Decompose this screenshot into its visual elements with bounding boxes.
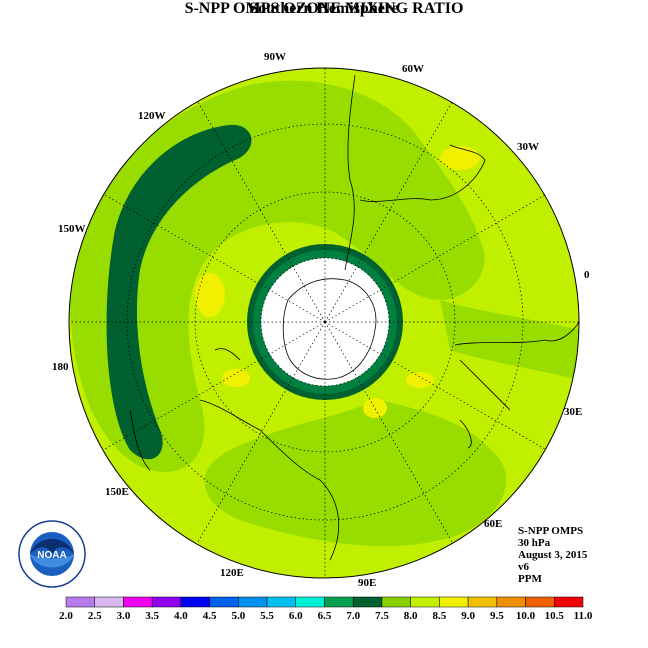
lon-label-30w: 30W — [517, 141, 539, 153]
lon-label-120w: 120W — [138, 110, 166, 122]
colorbar-tick-label: 9.0 — [461, 610, 475, 622]
colorbar-swatch — [496, 596, 526, 608]
ozone-band-7-5 — [440, 300, 579, 380]
colorbar: 2.0 2.5 3.0 3.5 4.0 4.5 5.0 5.5 6.0 6.5 7.0 7.5 8.0 8… — [59, 596, 593, 622]
ozone-patch-8-0 — [222, 369, 250, 387]
colorbar-swatch — [439, 596, 469, 608]
colorbar-swatch — [525, 596, 555, 608]
colorbar-swatch — [238, 596, 268, 608]
units-label: PPM — [518, 573, 542, 585]
colorbar-tick-label: 3.5 — [145, 610, 159, 622]
colorbar-swatch — [295, 596, 325, 608]
instrument-label: S-NPP OMPS — [518, 525, 584, 537]
colorbar-tick-label: 3.0 — [117, 610, 131, 622]
map-border — [68, 67, 580, 579]
pressure-level-label: 30 hPa — [518, 537, 551, 549]
colorbar-tick-label: 6.0 — [289, 610, 303, 622]
colorbar-tick-label: 10.5 — [545, 610, 565, 622]
ozone-patch-8-0 — [195, 273, 225, 317]
colorbar-tick-label: 8.5 — [433, 610, 447, 622]
colorbar-tick-label: 7.0 — [346, 610, 360, 622]
lon-label-120e: 120E — [220, 567, 244, 579]
version-label: v6 — [518, 561, 529, 573]
colorbar-tick-label: 9.5 — [490, 610, 504, 622]
lon-label-150w: 150W — [58, 223, 86, 235]
ozone-patch-8-0 — [406, 372, 434, 388]
colorbar-swatch — [151, 596, 182, 608]
colorbar-swatch — [554, 596, 584, 608]
colorbar-tick-label: 10.0 — [516, 610, 536, 622]
lon-label-150e: 150E — [105, 486, 129, 498]
lon-label-60e: 60E — [484, 518, 502, 530]
ozone-patch-8-0 — [363, 398, 387, 418]
colorbar-tick-label: 6.5 — [318, 610, 332, 622]
colorbar-swatch — [352, 596, 383, 608]
colorbar-swatch — [180, 596, 210, 608]
ozone-band-7-5 — [204, 400, 507, 547]
ozone-patch-8-0 — [440, 146, 480, 170]
colorbar-tick-label: 5.0 — [231, 610, 245, 622]
colorbar-tick-label: 7.5 — [375, 610, 389, 622]
colorbar-tick-label: 2.0 — [59, 610, 73, 622]
graticule — [71, 68, 579, 576]
colorbar-swatch — [123, 596, 153, 608]
colorbar-tick-label: 2.5 — [88, 610, 102, 622]
colorbar-swatch — [65, 596, 95, 608]
colorbar-swatch — [94, 596, 124, 608]
colorbar-tick-label: 4.0 — [174, 610, 188, 622]
colorbar-tick-label: 5.5 — [260, 610, 274, 622]
colorbar-tick-label: 8.0 — [404, 610, 418, 622]
lon-label-30e: 30E — [564, 406, 582, 418]
colorbar-swatch — [410, 596, 440, 608]
colorbar-swatch — [324, 596, 354, 608]
lon-label-0: 0 — [584, 269, 590, 281]
date-label: August 3, 2015 — [518, 549, 588, 561]
map-info-block: S-NPP OMPS 30 hPa August 3, 2015 v6 PPM — [518, 525, 587, 585]
pole-marker — [323, 320, 327, 324]
colorbar-swatch — [467, 596, 498, 608]
map-subtitle: Southern Hemisphere — [249, 0, 399, 17]
ozone-band-7-0 — [106, 124, 252, 460]
colorbar-swatch — [381, 596, 411, 608]
noaa-logo-icon: NOAA — [18, 520, 86, 588]
coastlines — [129, 74, 579, 561]
colorbar-swatch — [209, 596, 239, 608]
lon-label-90e: 90E — [358, 577, 376, 589]
lon-label-60w: 60W — [402, 63, 424, 75]
colorbar-swatch — [266, 596, 297, 608]
map-title: S-NPP OMPS OZONE MIXING RATIO — [184, 0, 464, 17]
colorbar-tick-label: 11.0 — [574, 610, 593, 622]
colorbar-tick-label: 4.5 — [203, 610, 217, 622]
lon-label-180: 180 — [52, 361, 69, 373]
noaa-logo-text: NOAA — [37, 550, 66, 561]
lon-label-90w: 90W — [264, 51, 286, 63]
